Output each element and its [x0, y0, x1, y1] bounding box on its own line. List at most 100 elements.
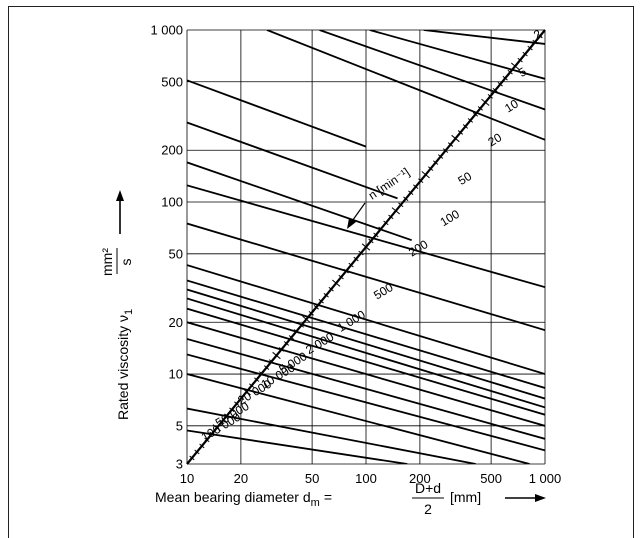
speed-scale-tick	[421, 171, 430, 179]
series-line-2	[319, 30, 545, 111]
speed-scale-tick	[263, 365, 270, 370]
speed-scale-tick	[313, 304, 319, 310]
speed-scale-tick	[510, 62, 520, 70]
speed-scale-tick	[331, 279, 341, 287]
speed-scale-tick	[194, 449, 200, 455]
speed-scale-tick	[209, 431, 215, 437]
series-line-12	[187, 288, 545, 400]
series-line-20	[187, 429, 408, 464]
series-line-3	[369, 30, 545, 80]
speed-scale-tick	[368, 238, 374, 244]
series-line-13	[187, 297, 545, 409]
series-line-11	[187, 279, 545, 389]
y-tick-label: 3	[176, 457, 183, 472]
y-axis-title-sub: 1	[123, 309, 135, 315]
y-tick-label: 200	[161, 143, 183, 158]
speed-scale-tick	[358, 250, 364, 256]
speed-scale-tick	[451, 134, 460, 143]
speed-axis-label-group: n [min⁻¹]	[366, 165, 412, 203]
speed-label: 5	[516, 64, 529, 80]
y-axis-arrow	[116, 190, 124, 234]
y-tick-label: 20	[169, 315, 183, 330]
speed-label: 10	[502, 96, 521, 115]
x-axis-title-den: 2	[424, 501, 432, 517]
series-line-15	[187, 321, 545, 427]
speed-scale-tick	[507, 69, 513, 75]
series-line-17	[187, 353, 545, 452]
speed-scale-tick	[388, 214, 394, 220]
speed-scale-tick	[249, 383, 255, 388]
x-tick-labels: 10 20 50 100 200 500 1 000	[180, 471, 562, 486]
speed-scale-tick	[302, 315, 311, 323]
series-line-8	[187, 184, 545, 289]
speed-scale-tick	[502, 75, 508, 81]
speed-scale-tick	[391, 207, 401, 215]
speed-scale-tick	[447, 142, 454, 147]
speed-scale-tick	[497, 81, 503, 87]
speed-scale-tick	[378, 226, 384, 232]
y-tick-label: 50	[169, 246, 183, 261]
speed-scale-tick	[532, 39, 538, 45]
speed-scale-tick	[212, 424, 222, 432]
speed-scale-tick	[418, 178, 424, 183]
speed-scale-tick	[492, 87, 498, 93]
x-axis-title: Mean bearing diameter dm = D+d 2 [mm]	[155, 480, 546, 517]
x-axis-title-num: D+d	[415, 480, 441, 496]
x-tick-label: 10	[180, 471, 194, 486]
series-line-7	[187, 161, 412, 242]
series-line-14	[187, 307, 545, 416]
speed-scale-tick	[361, 243, 371, 251]
speed-scale-tick	[219, 419, 225, 425]
speed-scale-tick	[462, 124, 469, 129]
speed-scale-tick	[353, 256, 359, 262]
y-tick-label: 10	[169, 367, 183, 382]
x-axis-title-sub: m	[311, 497, 320, 509]
x-tick-label: 500	[480, 471, 502, 486]
speed-scale-tick	[537, 33, 543, 39]
svg-text:Rated viscosity ν1: Rated viscosity ν1	[115, 309, 135, 420]
speed-scale-tick	[293, 329, 300, 334]
x-axis-title-eq: =	[324, 489, 332, 505]
y-axis-unit-num: mm²	[99, 248, 115, 276]
speed-scale-tick	[522, 51, 528, 57]
series-line-16	[187, 338, 545, 440]
y-tick-label: 5	[176, 418, 183, 433]
speed-scale-tick	[481, 98, 490, 106]
series-line-5	[187, 79, 367, 148]
speed-scale-tick	[308, 311, 314, 316]
speed-scale-tick	[242, 388, 251, 396]
series-line-4	[423, 30, 545, 45]
speed-scale-tick	[457, 130, 464, 135]
y-tick-labels: 3 5 10 20 50 100 200 500 1 000	[150, 23, 183, 472]
series-lines	[187, 30, 545, 464]
speed-scale-tick	[338, 274, 344, 280]
speed-label: 20	[485, 130, 504, 149]
speed-scale-tick	[189, 455, 195, 461]
speed-scale-tick	[403, 196, 409, 202]
speed-label: 50	[455, 169, 474, 188]
speed-label: 500	[371, 280, 396, 302]
speed-scale-tick	[229, 407, 235, 413]
grid	[186, 29, 546, 465]
x-tick-label: 20	[234, 471, 248, 486]
speed-scale-tick	[413, 184, 419, 190]
speed-scale-tick	[278, 347, 285, 352]
speed-scale-tick	[383, 220, 389, 226]
x-axis-arrow	[505, 494, 546, 502]
speed-scale-tick	[408, 190, 414, 196]
speed-scale-tick	[258, 371, 265, 376]
speed-scale-tick	[428, 166, 434, 171]
speed-scale-tick	[268, 359, 275, 364]
speed-scale-tick	[298, 323, 304, 328]
speed-scale-tick	[288, 335, 295, 340]
y-tick-label: 100	[161, 195, 183, 210]
y-tick-label: 1 000	[150, 23, 183, 38]
x-tick-label: 200	[409, 471, 431, 486]
speed-label: 100	[438, 207, 463, 229]
speed-scale-tick	[234, 401, 240, 407]
speed-scale-tick	[437, 154, 444, 159]
x-tick-label: 1 000	[529, 471, 562, 486]
speed-axis-arrow	[347, 202, 366, 229]
speed-scale-tick	[348, 262, 354, 268]
speed-scale-tick	[467, 118, 474, 123]
